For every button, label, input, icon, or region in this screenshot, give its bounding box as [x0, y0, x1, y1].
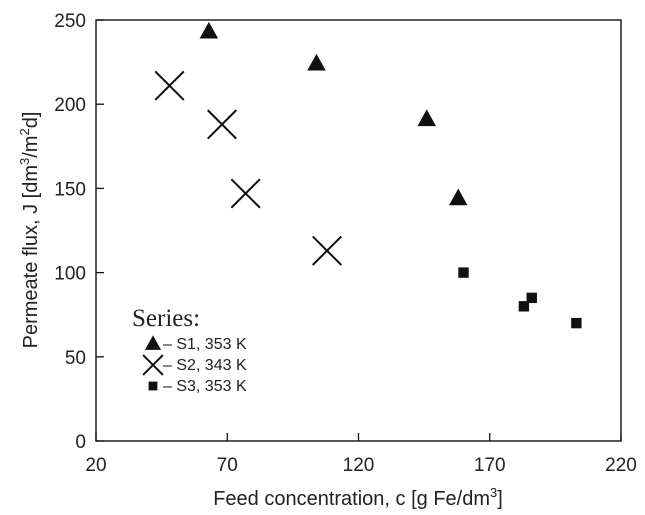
y-axis-ticks: 0 50 100 150 200 250 — [54, 11, 104, 453]
point-cross — [230, 178, 261, 209]
y-tick-label: 50 — [65, 348, 86, 369]
legend-marker-square — [148, 381, 158, 391]
legend-label: – S3, 353 K — [163, 378, 247, 395]
point-cross — [206, 109, 238, 140]
legend-items: – S1, 353 K – S2, 343 K – S3, 353 K — [142, 335, 247, 395]
y-axis-label: Permeate flux, J [dm3/m2d] — [17, 112, 42, 349]
legend-title: Series: — [132, 305, 200, 332]
x-tick-label: 170 — [474, 455, 506, 476]
x-tick-label: 70 — [217, 455, 238, 476]
y-tick-label: 200 — [54, 95, 86, 116]
y-tick-label: 250 — [54, 11, 86, 32]
x-axis-ticks: 20 70 120 170 220 — [85, 433, 637, 476]
point-square — [518, 301, 530, 312]
x-tick-label: 20 — [85, 455, 106, 476]
point-triangle — [448, 188, 468, 206]
point-cross — [311, 235, 343, 266]
y-tick-label: 0 — [75, 432, 86, 453]
legend-marker-triangle — [144, 335, 162, 350]
legend: Series: – S1, 353 K – S2, 343 K – S3, 353 … — [132, 305, 247, 395]
x-tick-label: 220 — [605, 455, 637, 476]
x-tick-label: 120 — [343, 455, 375, 476]
legend-label: – S2, 343 K — [163, 357, 247, 374]
point-triangle — [417, 109, 437, 127]
y-tick-label: 150 — [54, 179, 86, 200]
legend-marker-cross — [142, 354, 164, 376]
point-square — [458, 267, 469, 278]
point-triangle — [199, 21, 219, 39]
data-points — [154, 21, 582, 329]
point-cross — [154, 70, 185, 101]
point-triangle — [307, 53, 326, 71]
point-square — [526, 292, 537, 304]
x-axis-label: Feed concentration, c [g Fe/dm3] — [213, 485, 503, 510]
legend-label: – S1, 353 K — [163, 336, 247, 353]
y-tick-label: 100 — [54, 264, 86, 285]
point-square — [571, 317, 582, 329]
